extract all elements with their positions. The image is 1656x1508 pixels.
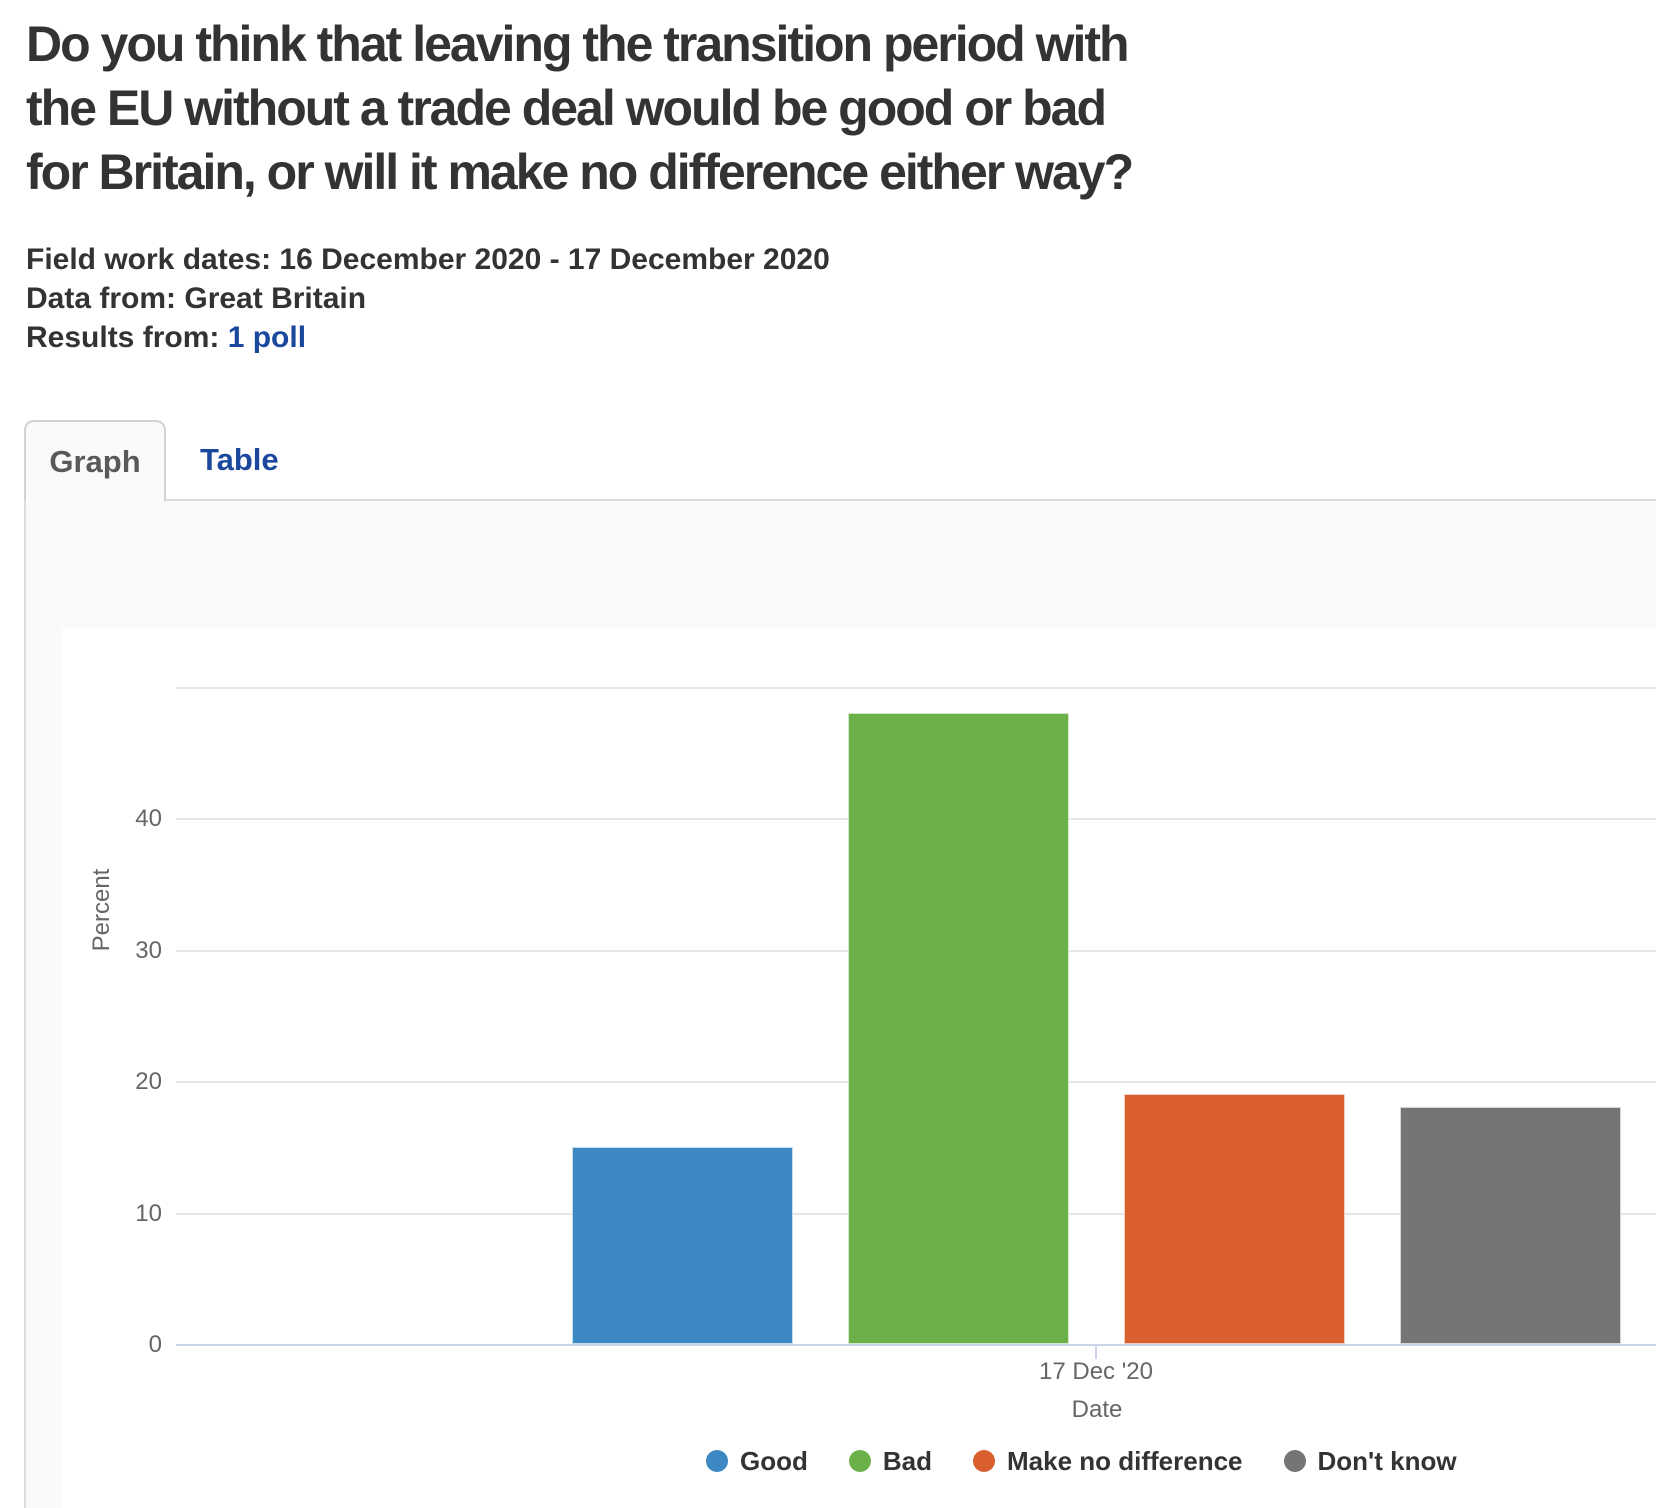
tab-table-label: Table: [200, 441, 279, 477]
chart-legend: Good Bad Make no difference Don't know: [706, 1446, 1457, 1476]
poll-meta: Field work dates: 16 December 2020 - 17 …: [26, 240, 830, 357]
data-from-value: Great Britain: [184, 282, 367, 315]
y-axis-tick-label-0: 0: [148, 1331, 162, 1358]
tab-table[interactable]: Table: [200, 420, 279, 499]
legend-item-make-no-difference[interactable]: Make no difference: [973, 1446, 1243, 1477]
tab-graph-label: Graph: [49, 443, 141, 479]
x-axis-title: Date: [1071, 1396, 1123, 1423]
fieldwork-dates-label: Field work dates:: [26, 243, 272, 276]
bar-good[interactable]: [572, 1147, 793, 1344]
legend-item-good[interactable]: Good: [706, 1446, 808, 1477]
legend-item-don-t-know[interactable]: Don't know: [1283, 1445, 1457, 1477]
results-from-label: Results from:: [26, 321, 220, 354]
y-axis-tick-label-20: 20: [135, 1068, 162, 1096]
page-title-line-1: Do you think that leaving the transition…: [26, 16, 1130, 72]
page-title-line-2: the EU without a trade deal would be goo…: [26, 80, 1107, 136]
data-from-label: Data from:: [26, 282, 177, 315]
legend-marker-icon: [706, 1450, 728, 1472]
poll-count-link[interactable]: 1 poll: [227, 321, 307, 354]
bar-chart: Percent 17 Dec '20 Date Good Bad Make no d…: [62, 628, 1656, 1508]
bar-make-no-difference[interactable]: [1124, 1094, 1345, 1344]
x-axis-tick-mark: [1095, 1346, 1097, 1359]
y-axis-tick-label-40: 40: [135, 805, 162, 833]
tab-graph[interactable]: Graph: [24, 420, 166, 501]
y-axis-tick-label-30: 30: [135, 936, 162, 964]
y-axis-title: Percent: [88, 868, 115, 952]
legend-label: Don't know: [1317, 1445, 1457, 1476]
results-from-row: Results from: 1 poll: [26, 318, 830, 357]
legend-label: Good: [740, 1445, 808, 1476]
fieldwork-dates-row: Field work dates: 16 December 2020 - 17 …: [26, 240, 830, 279]
legend-marker-icon: [973, 1450, 995, 1472]
legend-marker-icon: [848, 1450, 871, 1472]
bar-don-t-know[interactable]: [1400, 1107, 1621, 1344]
bar-bad[interactable]: [848, 713, 1069, 1344]
data-from-row: Data from: Great Britain: [26, 279, 830, 318]
y-axis-tick-label-10: 10: [135, 1199, 162, 1227]
fieldwork-dates-value: 16 December 2020 - 17 December 2020: [279, 243, 830, 276]
x-axis-line: [176, 1344, 1656, 1346]
page-title: Do you think that leaving the transition…: [26, 12, 1134, 204]
legend-item-bad[interactable]: Bad: [848, 1445, 932, 1477]
legend-label: Make no difference: [1007, 1445, 1243, 1476]
gridline-50: [176, 687, 1656, 689]
legend-label: Bad: [882, 1445, 932, 1476]
page-title-line-3: for Britain, or will it make no differen…: [26, 144, 1134, 200]
x-axis-tick-label: 17 Dec '20: [1039, 1358, 1153, 1385]
legend-marker-icon: [1283, 1450, 1306, 1472]
